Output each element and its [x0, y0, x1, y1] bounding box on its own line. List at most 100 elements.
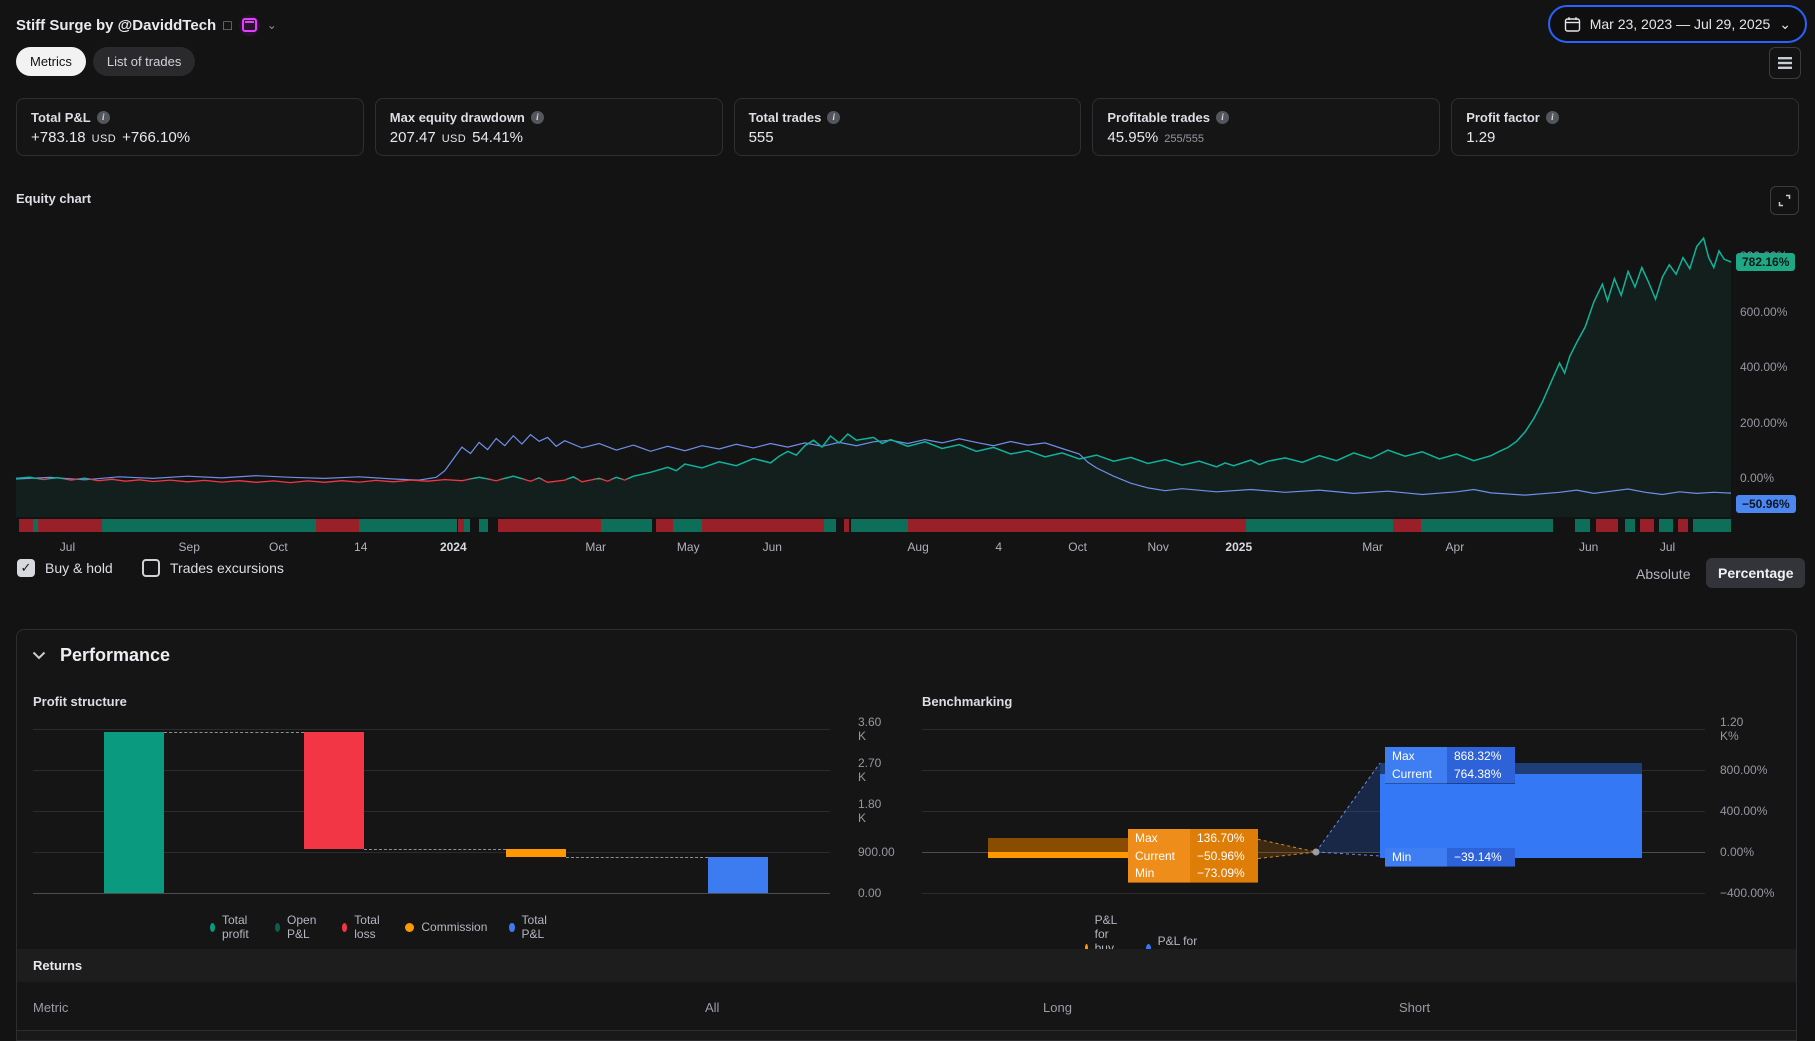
y-axis-label: 0.00%	[1740, 471, 1775, 485]
returns-column-long: Long	[1043, 1000, 1072, 1015]
trade-strip-segment	[1420, 519, 1553, 532]
gridline-label: 0.00%	[1720, 845, 1755, 859]
trade-strip-segment	[19, 519, 34, 532]
metric-value-row: +783.18 USD +766.10%	[31, 129, 349, 146]
metric-label-row: Profit factor i	[1466, 108, 1784, 126]
legend-item: Total P&L	[509, 913, 550, 941]
gridline-label: −400.00%	[1720, 886, 1775, 900]
x-axis-label: 2025	[1225, 540, 1253, 554]
date-range-button[interactable]: Mar 23, 2023 — Jul 29, 2025 ⌄	[1547, 5, 1807, 43]
y-axis-label: 600.00%	[1740, 304, 1788, 319]
legend-item: Total profit	[210, 913, 253, 941]
benchmarking-title: Benchmarking	[922, 694, 1013, 709]
x-axis-label: May	[676, 540, 700, 554]
metric-label-row: Total P&L i	[31, 108, 349, 126]
x-axis-label: Aug	[907, 540, 929, 554]
tooltip-label: Current	[1128, 846, 1190, 866]
trade-strip-segment	[316, 519, 359, 532]
legend-dot	[1085, 943, 1088, 953]
trade-strip-segment	[907, 519, 1246, 532]
equity-chart-title: Equity chart	[16, 191, 92, 206]
gridline-label: 900.00	[858, 845, 895, 859]
trade-strip-segment	[479, 519, 488, 532]
metric-card: Profitable trades i 45.95% 255/555	[1092, 98, 1441, 156]
trade-strip-segment	[1640, 519, 1654, 532]
strategy-stats-tooltip: Max 868.32%	[1385, 747, 1515, 766]
trade-strip-segment	[33, 519, 39, 532]
strategy-stats-tooltip: Current 764.38%	[1385, 764, 1515, 784]
metric-card: Total trades i 555	[733, 98, 1082, 156]
absolute-toggle[interactable]: Absolute	[1636, 566, 1691, 582]
gridline	[33, 770, 830, 771]
trade-strip-segment	[38, 519, 102, 532]
trade-strip-segment	[1393, 519, 1421, 532]
returns-column-all: All	[705, 1000, 720, 1015]
gridline	[922, 893, 1705, 894]
strategy-header: Stiff Surge by @DaviddTech □ ⌄	[16, 12, 277, 38]
buy-hold-toggle[interactable]: ✓ Buy & hold	[17, 559, 113, 577]
metric-value-row: 207.47 USD 54.41%	[390, 129, 708, 146]
waterfall-bar-total-profit	[104, 731, 164, 893]
metric-label: Max equity drawdown	[389, 109, 525, 125]
trade-strip-segment	[600, 519, 653, 532]
tab-list-of-trades[interactable]: List of trades	[92, 47, 196, 76]
metric-label: Total P&L	[31, 109, 91, 125]
returns-column-metric: Metric	[33, 1000, 69, 1015]
gridline	[922, 811, 1705, 812]
checkbox-unchecked-icon[interactable]	[142, 559, 160, 577]
gridline-label: 400.00%	[1720, 804, 1768, 818]
trade-strip-segment	[1574, 519, 1591, 532]
calendar-icon	[1564, 16, 1580, 32]
gridline-label: 2.70 K	[858, 756, 882, 784]
strategy-magenta-icon[interactable]	[238, 14, 260, 36]
expand-chart-button[interactable]	[1770, 186, 1799, 215]
table-row	[17, 1031, 1796, 1040]
y-axis-label: 400.00%	[1740, 360, 1788, 374]
legend-dot	[210, 922, 215, 932]
metric-label: Total trades	[748, 109, 822, 125]
performance-section-header[interactable]: Performance	[32, 645, 170, 666]
tooltip-value: −73.09%	[1190, 864, 1258, 883]
x-axis-label: 14	[354, 540, 368, 554]
legend-item: Commission	[405, 913, 487, 941]
x-axis-label: Jul	[59, 540, 76, 554]
trade-strip-segment	[101, 519, 317, 532]
legend-label: Open P&L	[287, 913, 317, 941]
info-icon[interactable]: i	[1215, 110, 1229, 124]
gridline-label: 0.00	[858, 886, 882, 900]
info-icon[interactable]: i	[1545, 110, 1559, 124]
tooltip-value: 868.32%	[1447, 747, 1515, 766]
tooltip-value: 764.38%	[1447, 764, 1515, 784]
info-icon[interactable]: i	[530, 110, 544, 124]
info-icon[interactable]: i	[827, 110, 841, 124]
chevron-down-icon[interactable]: ⌄	[266, 18, 277, 32]
trade-strip-segment	[844, 519, 850, 532]
gridline-label: 1.20 K%	[1720, 715, 1744, 743]
x-axis-label: Sep	[178, 540, 200, 554]
metric-value-row: 45.95% 255/555	[1107, 129, 1425, 146]
chevron-down-icon: ⌄	[1779, 16, 1791, 32]
metric-cards-row: Total P&L i +783.18 USD +766.10% Max equity d…	[16, 98, 1799, 156]
tab-metrics[interactable]: Metrics	[16, 47, 86, 76]
metric-extra: 54.41%	[472, 129, 523, 146]
trades-excursions-toggle[interactable]: Trades excursions	[142, 559, 284, 577]
trade-strip-segment	[702, 519, 824, 532]
info-icon[interactable]: i	[96, 110, 110, 124]
returns-section-header[interactable]: Returns	[17, 949, 1796, 982]
gridline-label: 3.60 K	[858, 715, 882, 743]
checkbox-checked-icon[interactable]: ✓	[17, 559, 35, 577]
gridline	[922, 770, 1705, 771]
date-range-label: Mar 23, 2023 — Jul 29, 2025	[1589, 16, 1771, 32]
legend-item: Open P&L	[274, 913, 320, 941]
waterfall-connector	[566, 857, 708, 859]
trade-strip-segment	[359, 519, 457, 532]
tooltip-value: 136.70%	[1190, 829, 1258, 848]
metric-card: Max equity drawdown i 207.47 USD 54.41%	[374, 98, 723, 156]
percentage-toggle[interactable]: Percentage	[1706, 558, 1806, 588]
y-axis-label: 200.00%	[1740, 415, 1788, 430]
legend-label: Commission	[421, 920, 488, 934]
trade-strip-segment	[1245, 519, 1394, 532]
report-layout-button[interactable]	[1769, 47, 1801, 79]
equity-plot[interactable]	[0, 210, 1815, 517]
x-axis-label: Oct	[269, 540, 288, 554]
